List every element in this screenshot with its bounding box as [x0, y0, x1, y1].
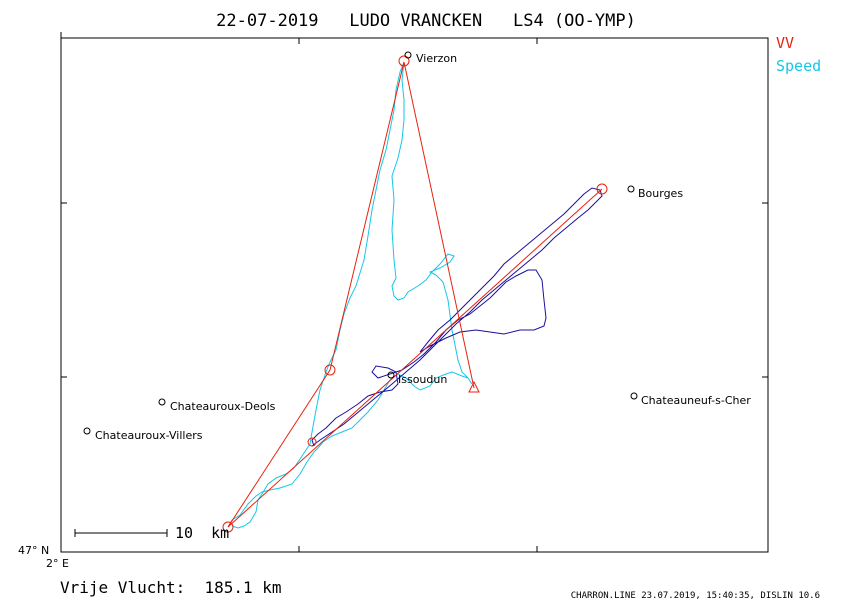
place-label-deols: Chateauroux-Deols	[170, 400, 276, 413]
map-frame	[60, 37, 769, 553]
legend-speed: Speed	[776, 57, 821, 75]
longitude-label: 2° E	[46, 557, 69, 570]
start-point-icon	[222, 521, 234, 533]
place-label-bourges: Bourges	[638, 187, 683, 200]
place-label-vierzon: Vierzon	[416, 52, 457, 65]
place-label-chateauneuf: Chateauneuf-s-Cher	[641, 394, 751, 407]
place-marker-issoudun-icon	[387, 371, 395, 379]
flight-distance: Vrije Vlucht: 185.1 km	[60, 578, 282, 597]
axis-ticks	[60, 32, 768, 552]
latitude-label: 47° N	[18, 544, 49, 557]
credit-line: CHARRON.LINE 23.07.2019, 15:40:35, DISLI…	[571, 591, 820, 601]
flight-track-speed	[227, 61, 473, 529]
place-marker-vierzon-icon	[404, 51, 412, 59]
place-label-villers: Chateauroux-Villers	[95, 429, 203, 442]
finish-triangle-icon	[468, 380, 480, 393]
place-marker-deols-icon	[158, 398, 166, 406]
page-title: 22-07-2019 LUDO VRANCKEN LS4 (OO-YMP)	[216, 11, 636, 31]
task-leg-bourges	[227, 188, 603, 528]
place-label-issoudun: Issoudun	[398, 373, 447, 386]
turnpoint-bourges-icon	[596, 183, 608, 195]
place-marker-villers-icon	[83, 427, 91, 435]
scale-bar-label: 10 km	[175, 524, 229, 542]
place-marker-chateauneuf-icon	[630, 392, 638, 400]
legend-vv: VV	[776, 34, 794, 52]
turnpoint-vierzon-icon	[398, 55, 410, 67]
flight-track-vv	[311, 187, 603, 447]
place-marker-bourges-icon	[627, 185, 635, 193]
task-triangle	[227, 61, 475, 528]
turnpoint-icon	[324, 364, 336, 376]
scale-bar	[74, 529, 168, 537]
turnpoint-small-icon	[307, 437, 317, 447]
